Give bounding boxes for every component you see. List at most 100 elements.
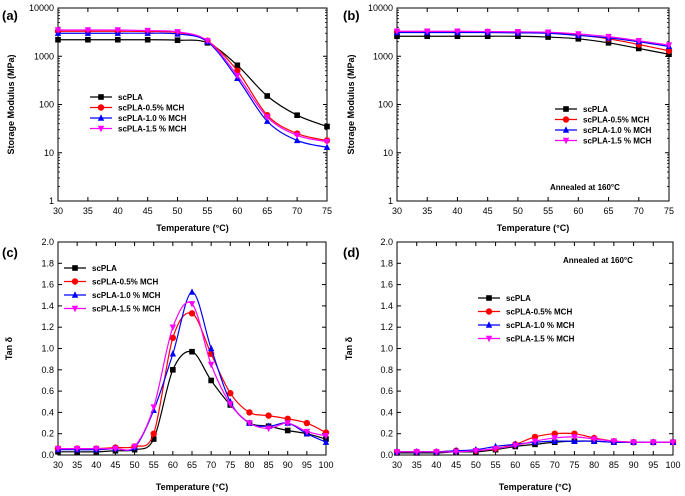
y-tick-label: 100 <box>39 100 54 110</box>
panel-4: (d) 30 35 40 45 50 55 60 65 70 75 80 85 90 95 100 0.0 0.2… <box>343 237 681 492</box>
data-point <box>512 442 519 450</box>
y-tick-label: 1 <box>49 196 54 206</box>
x-tick-label: 70 <box>206 460 216 470</box>
data-point <box>144 27 151 35</box>
legend-entry: scPLA <box>506 294 531 303</box>
y-axis-title: Tan δ <box>344 336 354 360</box>
data-point <box>635 45 642 52</box>
x-tick-label: 45 <box>110 460 120 470</box>
panel-label: (b) <box>343 8 360 23</box>
data-point <box>454 33 461 40</box>
x-tick-label: 70 <box>634 206 644 216</box>
data-point <box>264 114 271 121</box>
x-tick-label: 60 <box>573 206 583 216</box>
data-point <box>234 62 241 69</box>
panel-3: (c) 30 35 40 45 50 55 60 65 70 75 80 85 90 95 100 0.0 0.2… <box>2 237 334 492</box>
legend-marker <box>97 114 105 121</box>
series-2 <box>54 28 331 144</box>
y-tick-label: 1.8 <box>380 258 393 268</box>
data-point <box>452 449 460 456</box>
data-point <box>433 449 440 456</box>
data-point <box>188 301 196 308</box>
data-point <box>665 42 673 49</box>
legend-entry: scPLA <box>583 105 608 114</box>
legend-marker <box>562 126 570 133</box>
series-4 <box>54 301 330 453</box>
data-point <box>551 435 558 442</box>
panel-label: (d) <box>343 245 360 260</box>
data-point <box>484 33 491 40</box>
data-point <box>150 436 157 442</box>
data-point <box>545 34 551 40</box>
y-tick-label: 1.0 <box>380 344 393 354</box>
x-tick-label: 35 <box>422 206 432 216</box>
data-point <box>174 29 181 36</box>
data-point <box>85 36 91 43</box>
x-tick-label: 85 <box>609 460 619 470</box>
x-tick-label: 45 <box>483 206 493 216</box>
data-point <box>207 361 215 369</box>
data-point <box>323 143 331 150</box>
x-tick-label: 70 <box>292 206 302 216</box>
x-tick-label: 35 <box>83 206 93 216</box>
data-point <box>246 420 253 427</box>
x-tick-label: 40 <box>113 206 123 216</box>
data-point <box>605 33 612 41</box>
legend-entry: scPLA-0.5% MCH <box>583 116 649 125</box>
series-4 <box>54 27 331 146</box>
legend-marker <box>71 305 79 313</box>
legend-entry: scPLA-1.0 % MCH <box>118 114 187 123</box>
data-point <box>207 344 215 352</box>
data-point <box>393 449 401 456</box>
legend-marker <box>486 295 492 301</box>
y-tick-label: 1.0 <box>41 344 54 354</box>
legend-entry: scPLA <box>92 264 117 273</box>
data-point <box>227 390 234 397</box>
legend-marker <box>98 94 104 100</box>
legend-marker <box>562 116 570 123</box>
data-point <box>424 33 431 40</box>
y-tick-label: 10000 <box>368 3 393 13</box>
data-point <box>114 27 121 34</box>
data-point <box>472 448 480 455</box>
x-tick-label: 80 <box>244 460 254 470</box>
data-point <box>208 377 214 384</box>
legend-marker <box>485 308 493 315</box>
y-tick-label: 1.2 <box>380 322 393 332</box>
data-point <box>605 40 612 46</box>
x-tick-label: 30 <box>53 460 63 470</box>
x-tick-label: 70 <box>550 460 560 470</box>
data-point <box>394 33 400 40</box>
x-axis-title: Temperature (°C) <box>156 223 228 233</box>
series-line <box>58 350 327 453</box>
y-tick-label: 1.4 <box>380 301 393 311</box>
y-axis-title: Storage Modulus (MPa) <box>6 54 16 154</box>
y-tick-label: 10 <box>383 148 393 158</box>
x-tick-label: 55 <box>543 206 553 216</box>
x-tick-label: 50 <box>173 206 183 216</box>
data-point <box>170 367 176 373</box>
y-axis-title: Storage Modulus (MPa) <box>346 54 356 154</box>
legend-marker <box>485 321 493 328</box>
data-point <box>323 138 331 146</box>
legend-entry: scPLA-0.5% MCH <box>92 278 158 287</box>
data-point <box>650 439 657 446</box>
legend-entry: scPLA-0.5% MCH <box>506 308 572 317</box>
data-point <box>294 112 300 119</box>
x-tick-label: 65 <box>262 206 272 216</box>
y-tick-label: 1000 <box>373 51 393 61</box>
y-tick-label: 0.4 <box>380 407 393 417</box>
series-line <box>396 35 670 55</box>
data-point <box>114 36 121 43</box>
legend-entry: scPLA <box>118 93 143 102</box>
series-line <box>58 29 328 143</box>
legend-entry: scPLA-1.5 % MCH <box>118 125 187 134</box>
data-point <box>393 28 401 35</box>
x-tick-label: 95 <box>648 460 658 470</box>
y-tick-label: 2.0 <box>380 237 393 247</box>
y-tick-label: 1.8 <box>41 258 54 268</box>
data-point <box>188 310 196 317</box>
